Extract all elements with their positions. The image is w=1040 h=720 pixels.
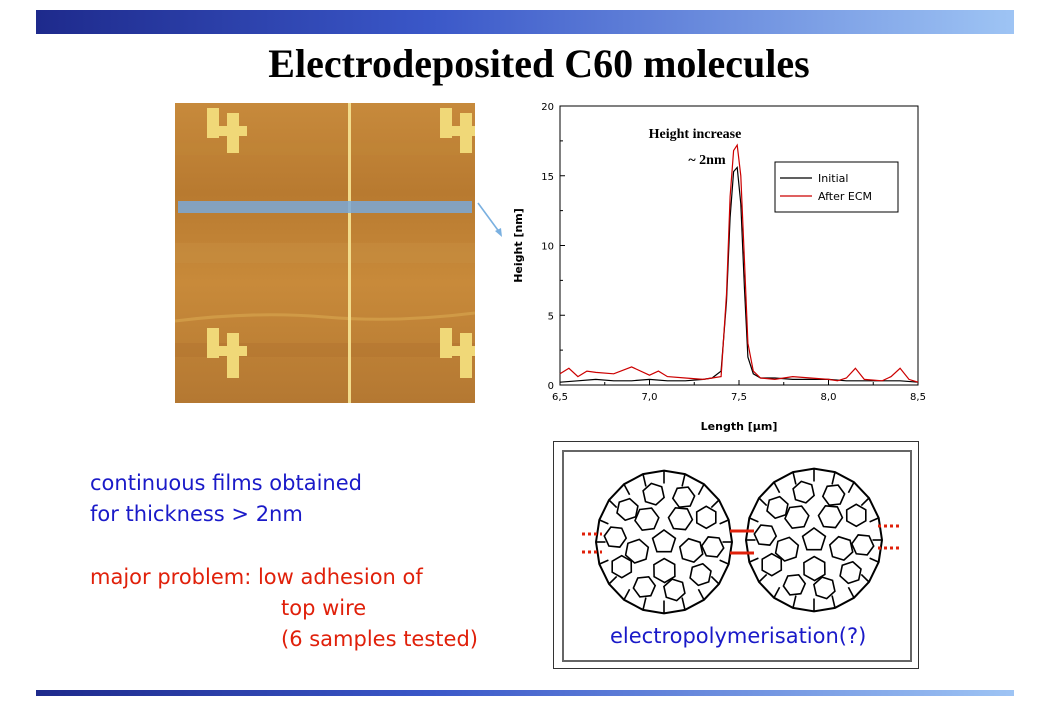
c60-dimer-diagram	[582, 467, 900, 615]
header-bar	[36, 10, 1014, 34]
scan-line	[178, 201, 472, 213]
annotation-2nm: ~ 2nm	[688, 153, 726, 168]
wire-labels	[207, 108, 475, 378]
x-tick-label: 8,5	[910, 392, 926, 403]
legend-label: After ECM	[818, 190, 872, 203]
text-line-continuous-films: continuous films obtained	[90, 471, 362, 495]
electropolymerisation-caption: electropolymerisation(?)	[610, 624, 867, 648]
text-line-samples-tested: (6 samples tested)	[281, 627, 478, 651]
chain-dots-right	[878, 524, 900, 550]
text-line-major-problem: major problem: low adhesion of	[90, 565, 423, 589]
wire-label-4-top-left	[207, 108, 247, 153]
y-tick-label: 10	[541, 242, 554, 253]
y-tick-label: 20	[541, 102, 554, 113]
legend-box	[774, 161, 899, 213]
plot-frame	[559, 105, 919, 386]
wire-label-4-bottom-left	[207, 328, 247, 378]
y-tick-label: 5	[548, 311, 554, 322]
x-tick-label: 7,0	[642, 392, 658, 403]
y-tick-label: 0	[548, 381, 554, 392]
molecule-frame: electropolymerisation(?)	[562, 450, 912, 662]
afm-image	[175, 103, 475, 403]
wire-label-4-bottom-right	[440, 328, 475, 378]
c60-molecule-right	[744, 467, 884, 613]
wire-label-4-top-right	[440, 108, 475, 153]
nanowire	[348, 103, 351, 403]
text-line-top-wire: top wire	[281, 596, 367, 620]
y-tick-label: 15	[541, 172, 554, 183]
annotation-height-increase: Height increase	[649, 127, 742, 142]
scan-arrow	[477, 202, 502, 237]
chart-legend: Initial After ECM	[774, 161, 899, 213]
series-line-after-ecm	[559, 143, 919, 383]
polymer-bonds	[730, 529, 754, 555]
footer-bar	[36, 690, 1014, 696]
text-line-thickness: for thickness > 2nm	[90, 502, 303, 526]
molecule-panel: electropolymerisation(?)	[553, 441, 919, 669]
c60-molecule-left	[594, 469, 734, 615]
x-tick-label: 6,5	[552, 392, 568, 403]
legend-label: Initial	[818, 172, 848, 185]
slide-title: Electrodeposited C60 molecules	[268, 41, 810, 86]
height-profile-chart: 6,5 7,0 7,5 8,0 8,5 0 5 10 15 20 Length [μm] Height…	[512, 102, 926, 433]
y-axis-label: Height [nm]	[512, 208, 525, 283]
x-tick-label: 7,5	[731, 392, 747, 403]
x-axis-label: Length [μm]	[701, 420, 778, 433]
x-tick-label: 8,0	[821, 392, 837, 403]
